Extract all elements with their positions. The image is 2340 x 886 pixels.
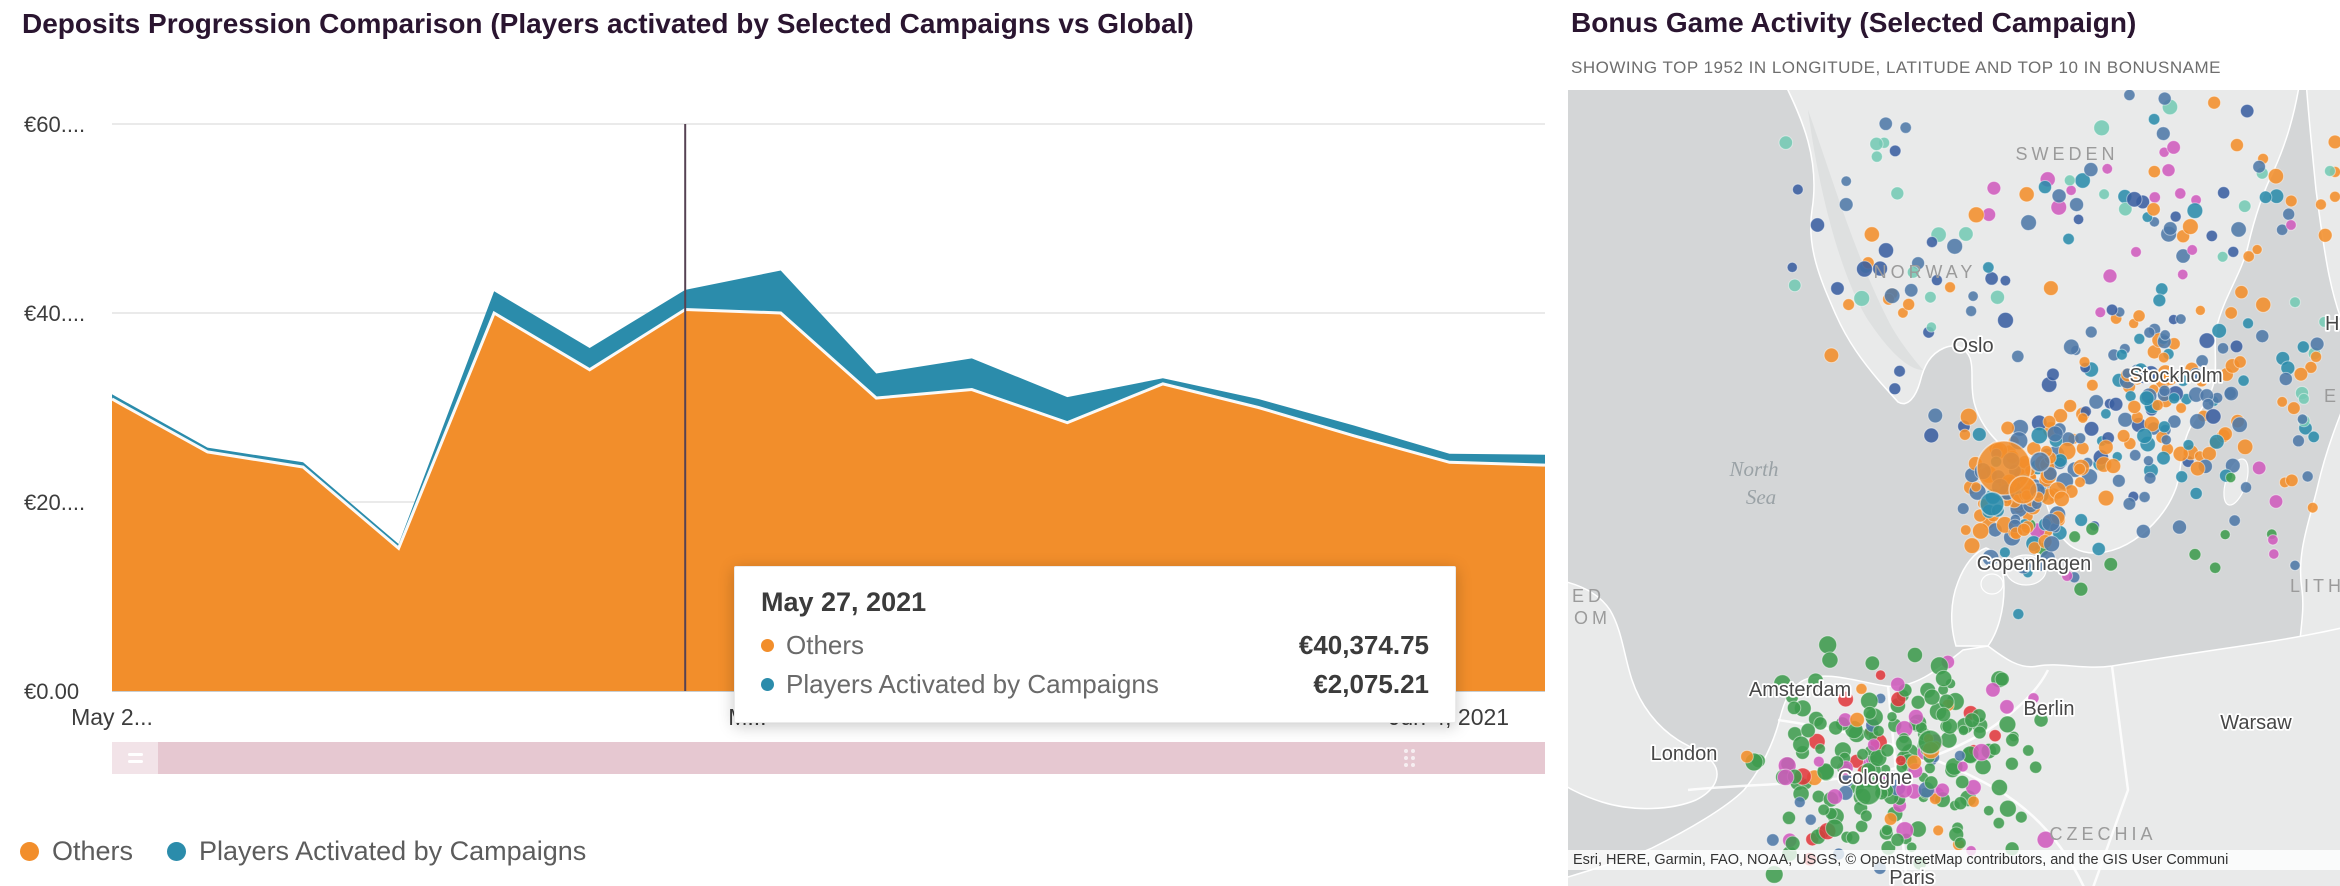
svg-text:CZECHIA: CZECHIA [2049,824,2156,844]
svg-text:LITHU: LITHU [2290,576,2340,596]
grip-line-icon [127,753,143,756]
svg-text:Paris: Paris [1889,867,1935,886]
tooltip-series-value: €2,075.21 [1313,669,1429,699]
svg-text:Copenhagen: Copenhagen [1977,553,2092,575]
svg-text:NORWAY: NORWAY [1874,262,1977,282]
map-attribution: Esri, HERE, Garmin, FAO, NOAA, USGS, © O… [1568,850,2340,870]
deposits-panel-title: Deposits Progression Comparison (Players… [22,8,1194,39]
bonus-activity-map[interactable]: SWEDEN NORWAY North Sea Oslo Stockholm Copenha… [1568,90,2340,886]
legend-label: Others [52,836,134,866]
chart-tooltip: May 27, 2021 Others €40,374.75 Players Act… [734,566,1456,723]
svg-text:€20....: €20.... [24,490,85,515]
svg-text:Berlin: Berlin [2023,698,2074,720]
svg-text:SWEDEN: SWEDEN [2015,144,2118,164]
svg-text:€0.00: €0.00 [24,679,79,704]
tooltip-series-label: Others [786,630,865,660]
svg-text:Stockholm: Stockholm [2129,365,2222,387]
map-canvas[interactable]: SWEDEN NORWAY North Sea Oslo Stockholm Copenha… [1568,90,2340,886]
svg-text:€60....: €60.... [24,112,85,137]
svg-text:He: He [2325,313,2340,335]
svg-text:North: North [1728,457,1778,481]
tooltip-row: Players Activated by Campaigns €2,075.21 [761,669,1429,700]
tooltip-row: Others €40,374.75 [761,630,1429,661]
svg-text:Sea: Sea [1746,485,1776,509]
bonus-map-panel: Bonus Game Activity (Selected Campaign) … [1568,0,2340,886]
legend-item[interactable]: Players Activated by Campaigns [167,836,586,867]
grip-line-icon [127,760,143,763]
svg-text:Cologne: Cologne [1838,767,1913,789]
series-dot-icon [20,842,39,861]
svg-text:Amsterdam: Amsterdam [1749,679,1851,701]
deposits-chart-panel: Deposits Progression Comparison (Players… [20,8,1546,867]
scrollbar-track[interactable] [112,742,1545,774]
chart-range-scrollbar[interactable] [112,742,1545,774]
series-dot-icon [167,842,187,861]
tooltip-rows: Others €40,374.75 Players Activated by Cam… [761,630,1429,700]
svg-text:Oslo: Oslo [1952,335,1993,357]
series-dot-icon [761,678,774,691]
map-panel-subtitle: SHOWING TOP 1952 IN LONGITUDE, LATITUDE … [1571,58,2221,77]
scrollbar-left-handle[interactable] [112,742,158,774]
series-dot-icon [761,639,774,652]
scrollbar-right-grip-icon[interactable] [1404,749,1417,767]
legend-item[interactable]: Others [20,836,133,867]
tooltip-date: May 27, 2021 [761,587,927,617]
svg-text:London: London [1651,743,1718,765]
svg-text:May 2...: May 2... [71,704,153,730]
tooltip-series-label: Players Activated by Campaigns [786,669,1159,699]
legend-label: Players Activated by Campaigns [199,836,587,866]
svg-text:OM: OM [1574,608,1611,628]
tooltip-series-value: €40,374.75 [1298,630,1429,660]
chart-legend: Others Players Activated by Campaigns [20,836,586,867]
svg-text:€40....: €40.... [24,301,85,326]
svg-text:Warsaw: Warsaw [2220,712,2292,734]
svg-text:ES: ES [2324,386,2340,406]
map-panel-title: Bonus Game Activity (Selected Campaign) [1571,7,2137,38]
svg-text:ED: ED [1572,586,1605,606]
